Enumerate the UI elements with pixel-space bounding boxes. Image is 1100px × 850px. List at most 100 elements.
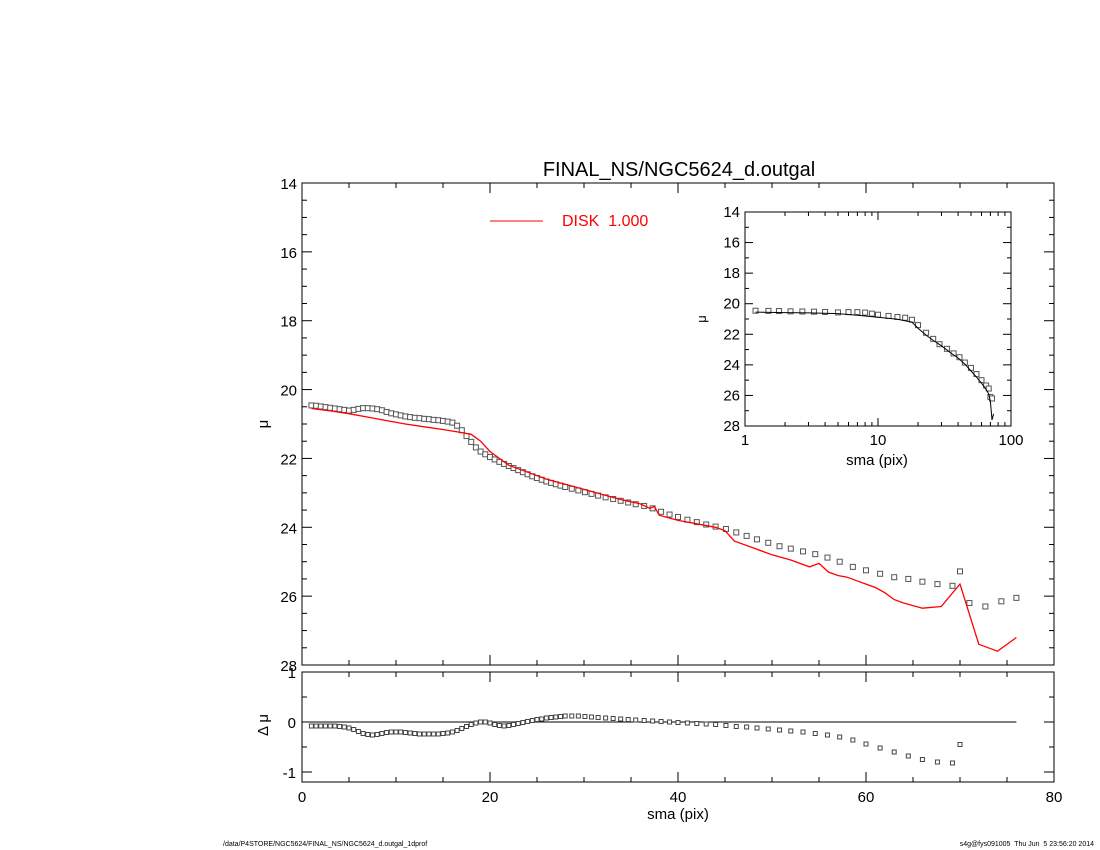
residual-point bbox=[355, 729, 361, 734]
data-point bbox=[919, 578, 926, 585]
data-point bbox=[765, 539, 772, 546]
inset-data-point bbox=[862, 309, 869, 316]
residual-point bbox=[501, 723, 507, 729]
residual-point bbox=[454, 728, 460, 733]
residual-point bbox=[351, 727, 357, 732]
main-y-tick-label: 24 bbox=[280, 520, 297, 537]
residual-point bbox=[777, 727, 783, 733]
data-point bbox=[675, 513, 681, 520]
residual-point bbox=[511, 722, 516, 727]
data-point bbox=[625, 499, 632, 506]
residual-point bbox=[891, 749, 897, 755]
inset-y-tick-label: 24 bbox=[723, 357, 740, 374]
residual-point bbox=[850, 737, 856, 743]
residual-point bbox=[445, 730, 451, 736]
main-plot-panel: 14 16 18 20 22 24 26 28 μ DISK 1.000 bbox=[255, 176, 1055, 675]
data-point bbox=[849, 563, 856, 570]
residual-point bbox=[468, 722, 474, 727]
residual-axis-ticks bbox=[301, 671, 1055, 782]
residual-point bbox=[558, 714, 563, 719]
residual-point bbox=[478, 719, 484, 725]
inset-axis-ticks bbox=[744, 211, 1012, 427]
residual-y-tick-label: -1 bbox=[283, 765, 296, 782]
residual-point bbox=[506, 723, 512, 728]
legend-label-disk: DISK 1.000 bbox=[562, 213, 648, 230]
residual-point bbox=[744, 724, 750, 730]
data-point bbox=[863, 567, 869, 574]
residual-point bbox=[949, 760, 955, 766]
footer-timestamp: s4g@fys091005 Thu Jun 5 23:56:20 2014 bbox=[959, 841, 1094, 848]
main-y-tick-label: 20 bbox=[280, 383, 297, 400]
residual-point bbox=[534, 717, 540, 722]
residual-point bbox=[332, 723, 338, 729]
inset-data-point bbox=[875, 311, 881, 318]
residual-point bbox=[459, 726, 465, 731]
residual-point bbox=[473, 720, 479, 726]
residual-point bbox=[595, 715, 601, 720]
data-point bbox=[934, 581, 941, 588]
residual-x-tick-label: 80 bbox=[1046, 789, 1063, 806]
residual-x-tick-label: 0 bbox=[298, 789, 306, 806]
inset-plot-frame bbox=[744, 211, 1012, 427]
data-point bbox=[800, 548, 807, 555]
inset-y-tick-label: 22 bbox=[723, 326, 740, 343]
main-y-tick-label: 22 bbox=[280, 451, 297, 468]
data-point bbox=[982, 603, 989, 610]
residual-point bbox=[812, 731, 818, 736]
residual-point bbox=[957, 742, 963, 747]
data-point bbox=[824, 554, 831, 561]
inset-y-tick-label: 14 bbox=[723, 204, 740, 221]
data-point bbox=[733, 529, 740, 536]
residual-point bbox=[398, 729, 404, 735]
inset-y-tick-label: 16 bbox=[723, 235, 740, 252]
residual-point bbox=[402, 730, 408, 735]
inset-data-point bbox=[961, 359, 968, 366]
data-point bbox=[454, 422, 461, 429]
residual-point bbox=[863, 741, 869, 747]
residual-point bbox=[603, 715, 609, 721]
data-point bbox=[472, 444, 479, 451]
main-y-tick-label: 26 bbox=[280, 589, 297, 606]
data-point bbox=[658, 508, 665, 515]
residual-point bbox=[421, 731, 427, 737]
inset-data-point bbox=[775, 308, 782, 315]
main-y-tick-label: 28 bbox=[280, 658, 297, 675]
inset-y-tick-label: 20 bbox=[723, 296, 740, 313]
residual-point bbox=[464, 724, 469, 729]
data-point bbox=[1013, 594, 1020, 601]
residual-point bbox=[515, 721, 521, 726]
residual-x-tick-label: 20 bbox=[482, 789, 499, 806]
residual-point bbox=[625, 717, 631, 722]
data-point bbox=[449, 419, 456, 426]
residual-point bbox=[520, 720, 526, 725]
residual-y-axis-label: Δ μ bbox=[255, 714, 272, 736]
main-series-group bbox=[308, 402, 1020, 652]
residual-point bbox=[435, 731, 441, 737]
inset-y-tick-label: 28 bbox=[723, 418, 740, 435]
residual-point bbox=[824, 732, 830, 738]
residual-point bbox=[327, 723, 333, 729]
residual-point bbox=[487, 720, 493, 726]
residual-point bbox=[525, 719, 531, 724]
data-point bbox=[693, 519, 700, 526]
residual-point bbox=[650, 718, 656, 724]
data-point bbox=[632, 501, 639, 508]
residual-point bbox=[431, 731, 437, 737]
residual-point bbox=[393, 729, 399, 735]
residual-point bbox=[675, 720, 681, 725]
inset-x-tick-label: 100 bbox=[998, 432, 1023, 449]
residual-point bbox=[837, 734, 843, 740]
residual-point bbox=[919, 757, 925, 762]
residual-series-group bbox=[302, 713, 1017, 766]
residual-point bbox=[384, 730, 390, 735]
main-tick-labels: 14 16 18 20 22 24 26 28 bbox=[280, 176, 297, 675]
residual-point bbox=[313, 723, 319, 729]
residual-x-tick-label: 60 bbox=[858, 789, 875, 806]
main-y-tick-label: 18 bbox=[280, 314, 297, 331]
data-point bbox=[776, 543, 783, 550]
residual-point bbox=[733, 724, 739, 729]
residual-point bbox=[365, 732, 371, 737]
data-point bbox=[891, 574, 898, 581]
residual-x-axis-label: sma (pix) bbox=[647, 806, 709, 823]
